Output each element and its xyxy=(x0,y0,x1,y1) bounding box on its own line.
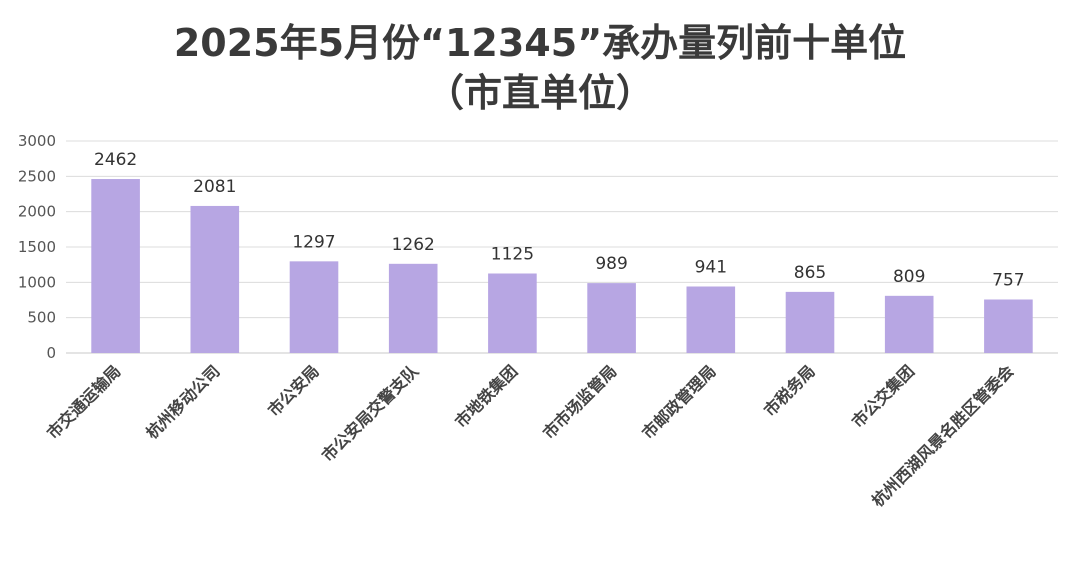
bar xyxy=(289,261,339,353)
bar xyxy=(686,286,736,353)
x-tick-label: 市地铁集团 xyxy=(451,361,521,431)
x-tick-label: 市公交集团 xyxy=(848,361,918,431)
x-tick-label: 市税务局 xyxy=(760,361,819,420)
data-label: 809 xyxy=(893,267,925,287)
bar xyxy=(388,263,438,353)
y-tick-label: 500 xyxy=(27,309,56,327)
bar xyxy=(884,295,934,353)
x-tick-label: 市公安局交警支队 xyxy=(318,361,423,466)
data-label: 1297 xyxy=(292,232,335,252)
data-label: 989 xyxy=(595,254,627,274)
y-tick-label: 3000 xyxy=(18,132,56,150)
bar xyxy=(91,179,140,353)
data-label: 1125 xyxy=(491,245,534,265)
data-label: 2081 xyxy=(193,177,236,197)
chart-title: 2025年5月份“12345”承办量列前十单位 xyxy=(173,21,907,65)
bar xyxy=(190,205,240,353)
data-label: 757 xyxy=(992,271,1024,291)
y-tick-label: 1000 xyxy=(18,273,56,291)
x-tick-label: 市邮政管理局 xyxy=(638,361,719,442)
y-tick-label: 1500 xyxy=(18,238,56,256)
bar xyxy=(785,291,835,353)
data-label: 941 xyxy=(695,258,727,278)
bar xyxy=(488,273,537,353)
data-label: 1262 xyxy=(392,235,435,255)
x-tick-label: 市公安局 xyxy=(264,361,323,420)
data-label: 865 xyxy=(794,263,826,283)
x-tick-label: 杭州移动公司 xyxy=(142,361,223,442)
x-tick-label: 市交通运输局 xyxy=(43,361,124,442)
y-tick-label: 2000 xyxy=(18,203,56,221)
bar xyxy=(984,299,1033,353)
x-tick-label: 市市场监管局 xyxy=(539,361,620,442)
bar xyxy=(587,283,636,353)
y-tick-label: 0 xyxy=(46,344,56,362)
data-label: 2462 xyxy=(94,150,137,170)
chart-subtitle: （市直单位） xyxy=(425,71,654,115)
y-tick-label: 2500 xyxy=(18,167,56,185)
